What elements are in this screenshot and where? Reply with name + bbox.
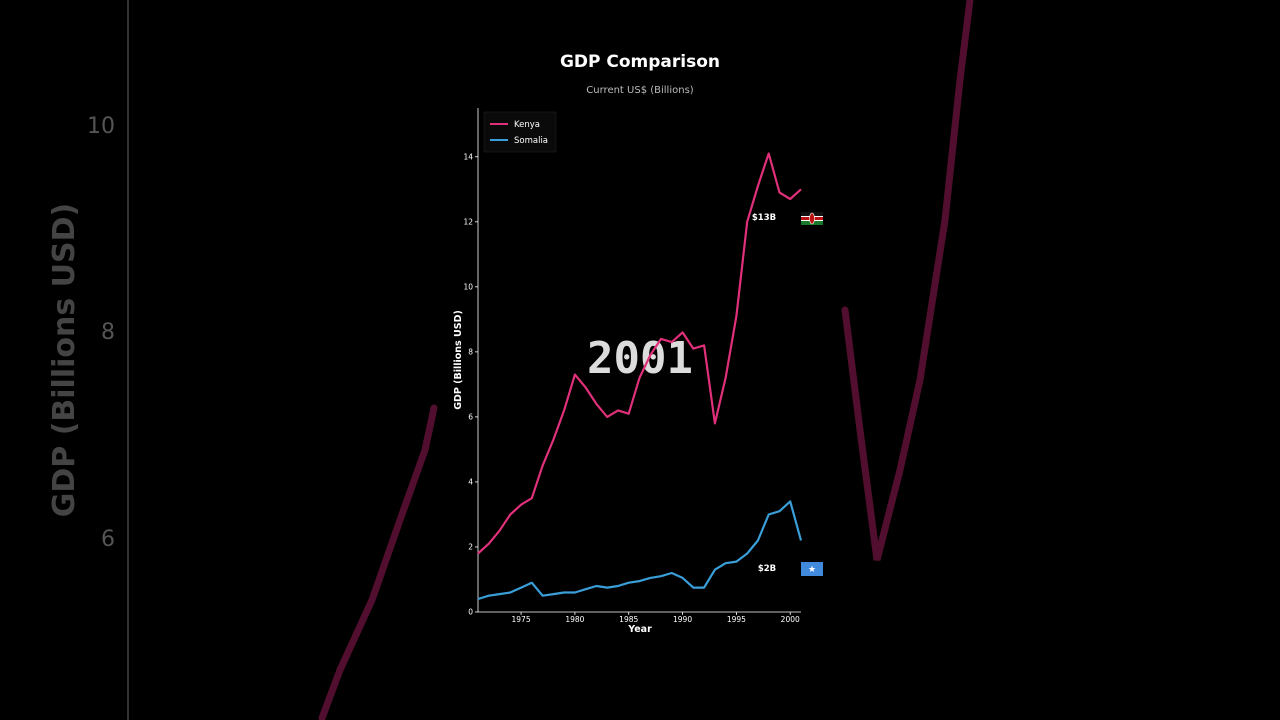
x-axis-label: Year: [627, 624, 652, 635]
x-tick-label: 1990: [673, 615, 692, 624]
somalia-end-label: $2B: [758, 564, 776, 574]
chart-title: GDP Comparison: [560, 52, 720, 72]
y-tick-label: 2: [468, 542, 473, 551]
chart-subtitle: Current US$ (Billions): [586, 85, 693, 96]
x-tick-label: 1975: [512, 615, 531, 624]
x-tick-label: 1980: [565, 615, 584, 624]
axes: [477, 108, 801, 613]
y-axis-label: GDP (Billions USD): [453, 310, 464, 410]
bg-axis-label: GDP (Billions USD): [47, 203, 82, 518]
tick-labels: 0 2 4 6 8 10 12 14 1975 1980 1985 1990 1995 2000: [463, 152, 800, 624]
bg-kenya-line-right: [841, 0, 974, 561]
y-tick-label: 10: [463, 282, 473, 291]
bg-kenya-line-left: [318, 404, 438, 720]
y-tick-label: 4: [468, 477, 473, 486]
somalia-flag-icon: ★: [801, 562, 823, 576]
legend-box: [483, 111, 557, 153]
bg-tick-label: 10: [87, 114, 115, 139]
series-lines: [477, 152, 803, 601]
x-tick-label: 2000: [781, 615, 800, 624]
series-line-somalia: [477, 500, 803, 601]
kenya-end-label: $13B: [752, 213, 776, 223]
y-tick-label: 14: [463, 152, 473, 161]
y-tick-label: 6: [468, 412, 473, 421]
bg-tick-label: 8: [101, 320, 115, 345]
kenya-flag-icon: [801, 212, 823, 225]
legend-label-somalia: Somalia: [514, 136, 548, 146]
y-tick-label: 12: [463, 217, 473, 226]
legend-label-kenya: Kenya: [514, 120, 540, 130]
y-tick-label: 0: [468, 608, 473, 617]
x-tick-label: 1985: [619, 615, 638, 624]
x-tick-label: 1995: [727, 615, 746, 624]
y-tick-label: 8: [468, 347, 473, 356]
bg-tick-label: 6: [101, 527, 115, 552]
legend: Kenya Somalia: [483, 111, 557, 153]
svg-text:★: ★: [808, 565, 816, 575]
series-line-kenya: [477, 152, 802, 555]
